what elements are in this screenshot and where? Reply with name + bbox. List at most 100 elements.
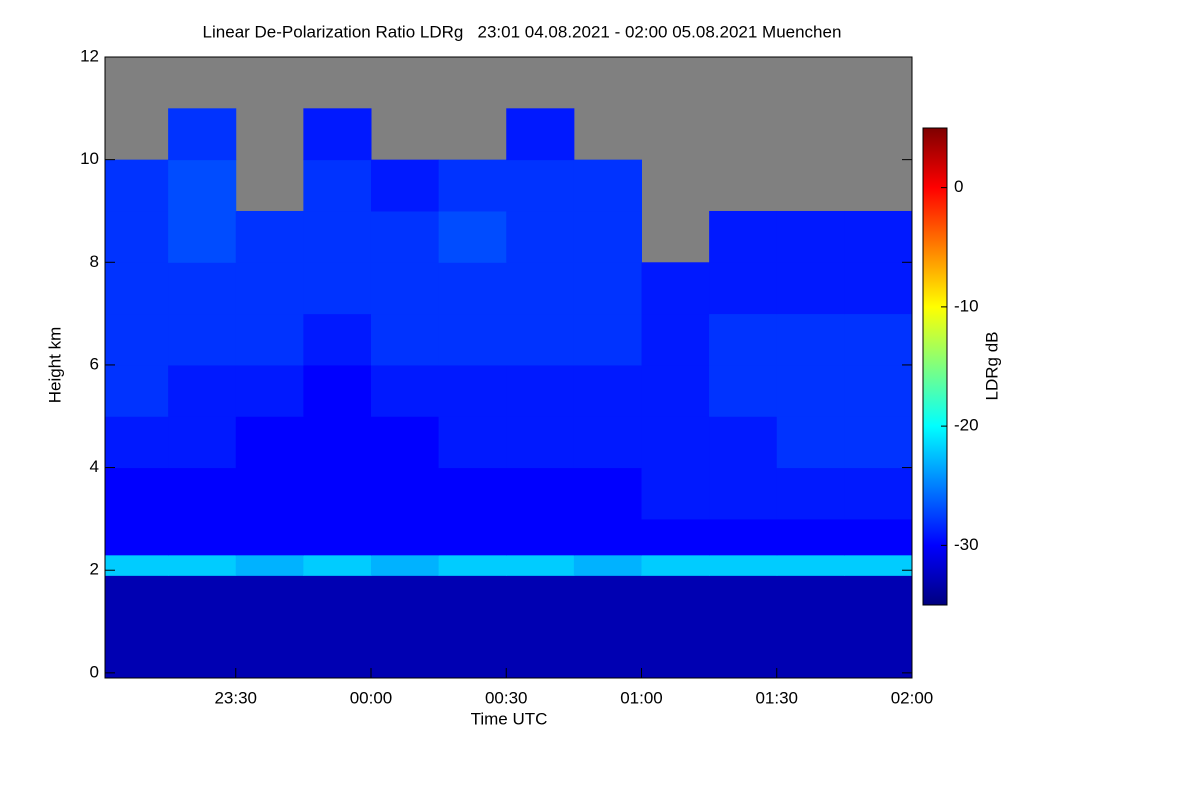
heatmap-cell [844,262,913,315]
heatmap-cell [438,554,507,576]
heatmap-cell [573,416,642,469]
heatmap-cell [168,554,237,576]
heatmap-cell [776,210,845,263]
heatmap-cell [573,210,642,263]
x-tick-label: 01:00 [620,688,663,707]
heatmap-cell [438,364,507,417]
heatmap-cell [168,416,237,469]
heatmap-cell [235,467,304,520]
heatmap-cell [303,416,372,469]
heatmap-cell [438,518,507,556]
heatmap-cell [235,262,304,315]
heatmap-cell [709,554,778,576]
heatmap-cell [506,159,575,212]
y-tick-label: 6 [90,354,99,373]
heatmap-cell [506,262,575,315]
heatmap-cell [235,210,304,263]
heatmap-cell [776,554,845,576]
colorbar [922,127,948,606]
x-axis-label: Time UTC [471,709,548,728]
heatmap-cell [776,416,845,469]
heatmap-cell [370,518,440,556]
heatmap-cell [641,467,710,520]
heatmap-cell [844,313,913,366]
colorbar-tick-label: -20 [954,416,979,435]
heatmap-cell [776,313,845,366]
heatmap-cell [709,364,778,417]
y-tick-label: 0 [90,662,99,681]
heatmap-cell [776,262,845,315]
heatmap-cell [303,159,372,212]
heatmap-cell [370,575,440,679]
heatmap-cell [105,159,169,212]
heatmap-cell [438,262,507,315]
heatmap-cell [235,313,304,366]
heatmap-cell [573,518,642,556]
heatmap-cell [438,210,507,263]
x-tick-label: 00:30 [485,688,528,707]
x-tick-label: 01:30 [755,688,798,707]
heatmap-cell [844,467,913,520]
heatmap-cell [573,262,642,315]
heatmap-cell [105,262,169,315]
heatmap-cell [573,554,642,576]
plot-frame [104,56,913,679]
heatmap-cell [168,159,237,212]
heatmap-cell [168,210,237,263]
heatmap-cell [506,575,575,679]
heatmap-cell [709,416,778,469]
heatmap-cell [168,364,237,417]
heatmap-cell [641,262,710,315]
heatmap-cell [844,575,913,679]
heatmap-cell [573,159,642,212]
y-tick-label: 4 [90,457,99,476]
heatmap-cell [105,518,169,556]
heatmap-cell [168,313,237,366]
heatmap-cell [303,575,372,679]
heatmap-cell [844,518,913,556]
heatmap-cell [844,364,913,417]
heatmap-cell [370,210,440,263]
heatmap-cell [168,518,237,556]
heatmap-cell [438,313,507,366]
heatmap-cell [709,210,778,263]
heatmap-cell [844,554,913,576]
heatmap-cell [641,518,710,556]
heatmap-cell [168,108,237,161]
heatmap-cell [370,313,440,366]
heatmap-cell [776,467,845,520]
heatmap-cell [303,518,372,556]
heatmap-cell [303,108,372,161]
heatmap-cell [776,518,845,556]
heatmap-cell [303,554,372,576]
heatmap-cell [235,416,304,469]
heatmap-cell [370,467,440,520]
y-tick-label: 8 [90,252,99,271]
heatmap-cell [105,554,169,576]
heatmap-cell [641,364,710,417]
heatmap-cell [709,262,778,315]
heatmap-cell [438,575,507,679]
heatmap-cell [641,554,710,576]
heatmap-cell [573,313,642,366]
heatmap-cell [370,554,440,576]
heatmap-cell [438,467,507,520]
heatmap-cell [506,554,575,576]
heatmap-cell [105,467,169,520]
heatmap-cell [641,313,710,366]
y-tick-label: 2 [90,560,99,579]
heatmap-cell [235,554,304,576]
chart-title: Linear De-Polarization Ratio LDRg 23:01 … [203,22,842,41]
heatmap-cell [641,416,710,469]
heatmap-cell [235,518,304,556]
heatmap-cell [573,467,642,520]
heatmap-cell [438,159,507,212]
heatmap-cell [506,210,575,263]
heatmap-cell [105,364,169,417]
heatmap-cell [105,313,169,366]
x-tick-label: 02:00 [891,688,934,707]
heatmap-cell [506,313,575,366]
heatmap-cell [573,364,642,417]
heatmap-cell [168,575,237,679]
x-tick-label: 00:00 [350,688,393,707]
